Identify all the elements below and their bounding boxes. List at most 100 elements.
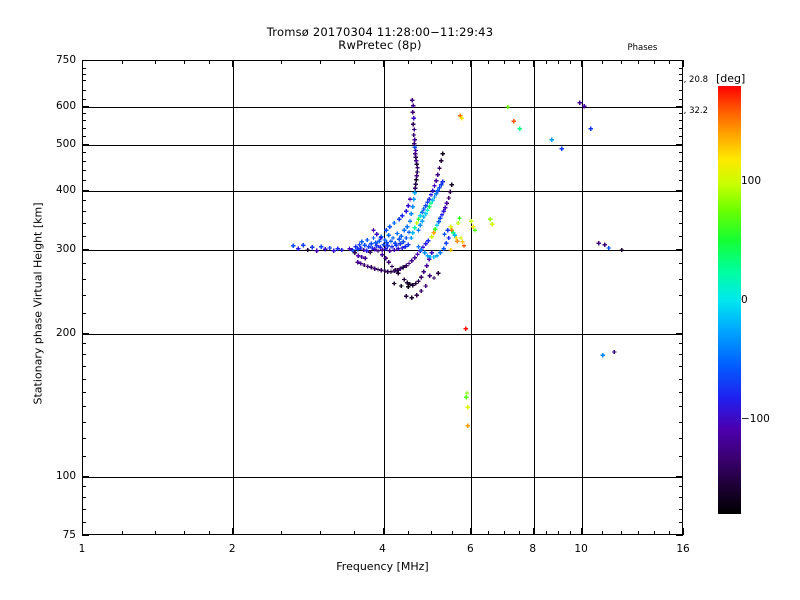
x-tick-minor [320, 60, 322, 64]
data-point [409, 295, 415, 300]
data-point [456, 220, 461, 226]
data-point [389, 244, 395, 249]
x-tick-label: 6 [467, 543, 474, 555]
data-point [421, 206, 427, 212]
y-tick-major [82, 60, 89, 61]
y-tick-minor [82, 263, 86, 265]
data-point [559, 146, 564, 152]
data-point [397, 241, 403, 247]
data-point [383, 256, 388, 261]
y-tick-minor [82, 235, 86, 237]
data-point [449, 182, 454, 187]
data-point [403, 209, 409, 214]
data-point [426, 238, 431, 243]
data-point [363, 256, 368, 261]
data-point [405, 242, 411, 247]
data-point [415, 251, 420, 257]
y-tick-minor [82, 179, 86, 181]
x-tick-minor [121, 60, 123, 64]
y-tick-major [676, 475, 683, 477]
data-point [406, 261, 412, 266]
data-point [429, 234, 435, 239]
data-point [291, 243, 296, 249]
data-point [353, 244, 358, 249]
data-point [582, 104, 587, 109]
x-tick-minor [503, 531, 505, 535]
data-point [364, 237, 370, 243]
colorbar [718, 86, 741, 514]
data-point [412, 255, 417, 260]
y-tick-minor [679, 120, 683, 122]
x-tick-major [532, 528, 534, 535]
x-tick-minor [620, 60, 622, 64]
x-tick-major [683, 528, 684, 535]
x-tick-major [382, 60, 384, 67]
y-tick-minor [679, 521, 683, 523]
x-tick-major [470, 528, 472, 535]
data-point [376, 239, 382, 244]
y-tick-minor [679, 406, 683, 408]
y-tick-minor [679, 263, 683, 265]
data-point [440, 151, 446, 157]
data-point [434, 223, 440, 228]
y-tick-major [82, 189, 89, 191]
title-line-1: Tromsø 20170304 11:28:00−11:29:43 [266, 25, 494, 39]
data-point [428, 201, 434, 206]
data-point [415, 165, 420, 170]
data-point [413, 281, 418, 286]
x-tick-major [232, 60, 234, 67]
colorbar-tick-label: 100 [741, 175, 762, 188]
data-point [430, 197, 435, 203]
data-point [424, 263, 429, 268]
data-point [588, 126, 593, 131]
gridline-vertical [233, 61, 234, 534]
y-tick-minor [82, 113, 86, 115]
data-point [419, 218, 425, 224]
data-point [356, 253, 361, 258]
data-point [437, 166, 442, 171]
x-tick-minor [209, 60, 211, 64]
x-tick-minor [545, 60, 547, 64]
x-tick-label: 4 [379, 543, 386, 555]
data-point [388, 269, 394, 274]
data-point [357, 242, 362, 247]
y-tick-label: 200 [55, 326, 76, 339]
x-tick-minor [451, 531, 453, 535]
gridline-vertical [384, 61, 385, 534]
data-point [435, 188, 441, 193]
data-point [464, 390, 470, 396]
data-point [385, 243, 390, 249]
y-tick-minor [82, 486, 86, 488]
data-point [359, 254, 365, 260]
gridline-vertical [582, 61, 583, 534]
data-point [446, 195, 451, 201]
gridline-vertical [534, 61, 535, 534]
x-tick-minor [654, 531, 656, 535]
data-point [362, 262, 367, 268]
y-tick-minor [82, 211, 86, 213]
data-point [374, 243, 380, 249]
data-point [296, 246, 301, 251]
y-tick-minor [82, 278, 86, 280]
data-point [443, 205, 448, 211]
y-tick-minor [82, 200, 86, 202]
y-tick-minor [679, 135, 683, 137]
y-tick-major [82, 249, 89, 251]
x-tick-major [683, 60, 684, 67]
data-point [472, 228, 478, 233]
data-point [451, 230, 456, 236]
data-point [388, 239, 394, 244]
data-point [414, 220, 419, 226]
data-point [410, 110, 416, 115]
data-point [432, 194, 437, 200]
x-tick-minor [280, 531, 282, 535]
data-point [440, 179, 446, 184]
data-point [432, 183, 437, 188]
data-point [458, 113, 463, 119]
data-point [413, 177, 419, 182]
gridline-horizontal [83, 477, 682, 478]
x-tick-minor [654, 60, 656, 64]
data-point [359, 239, 365, 245]
data-point [427, 273, 432, 278]
y-tick-minor [82, 74, 86, 76]
